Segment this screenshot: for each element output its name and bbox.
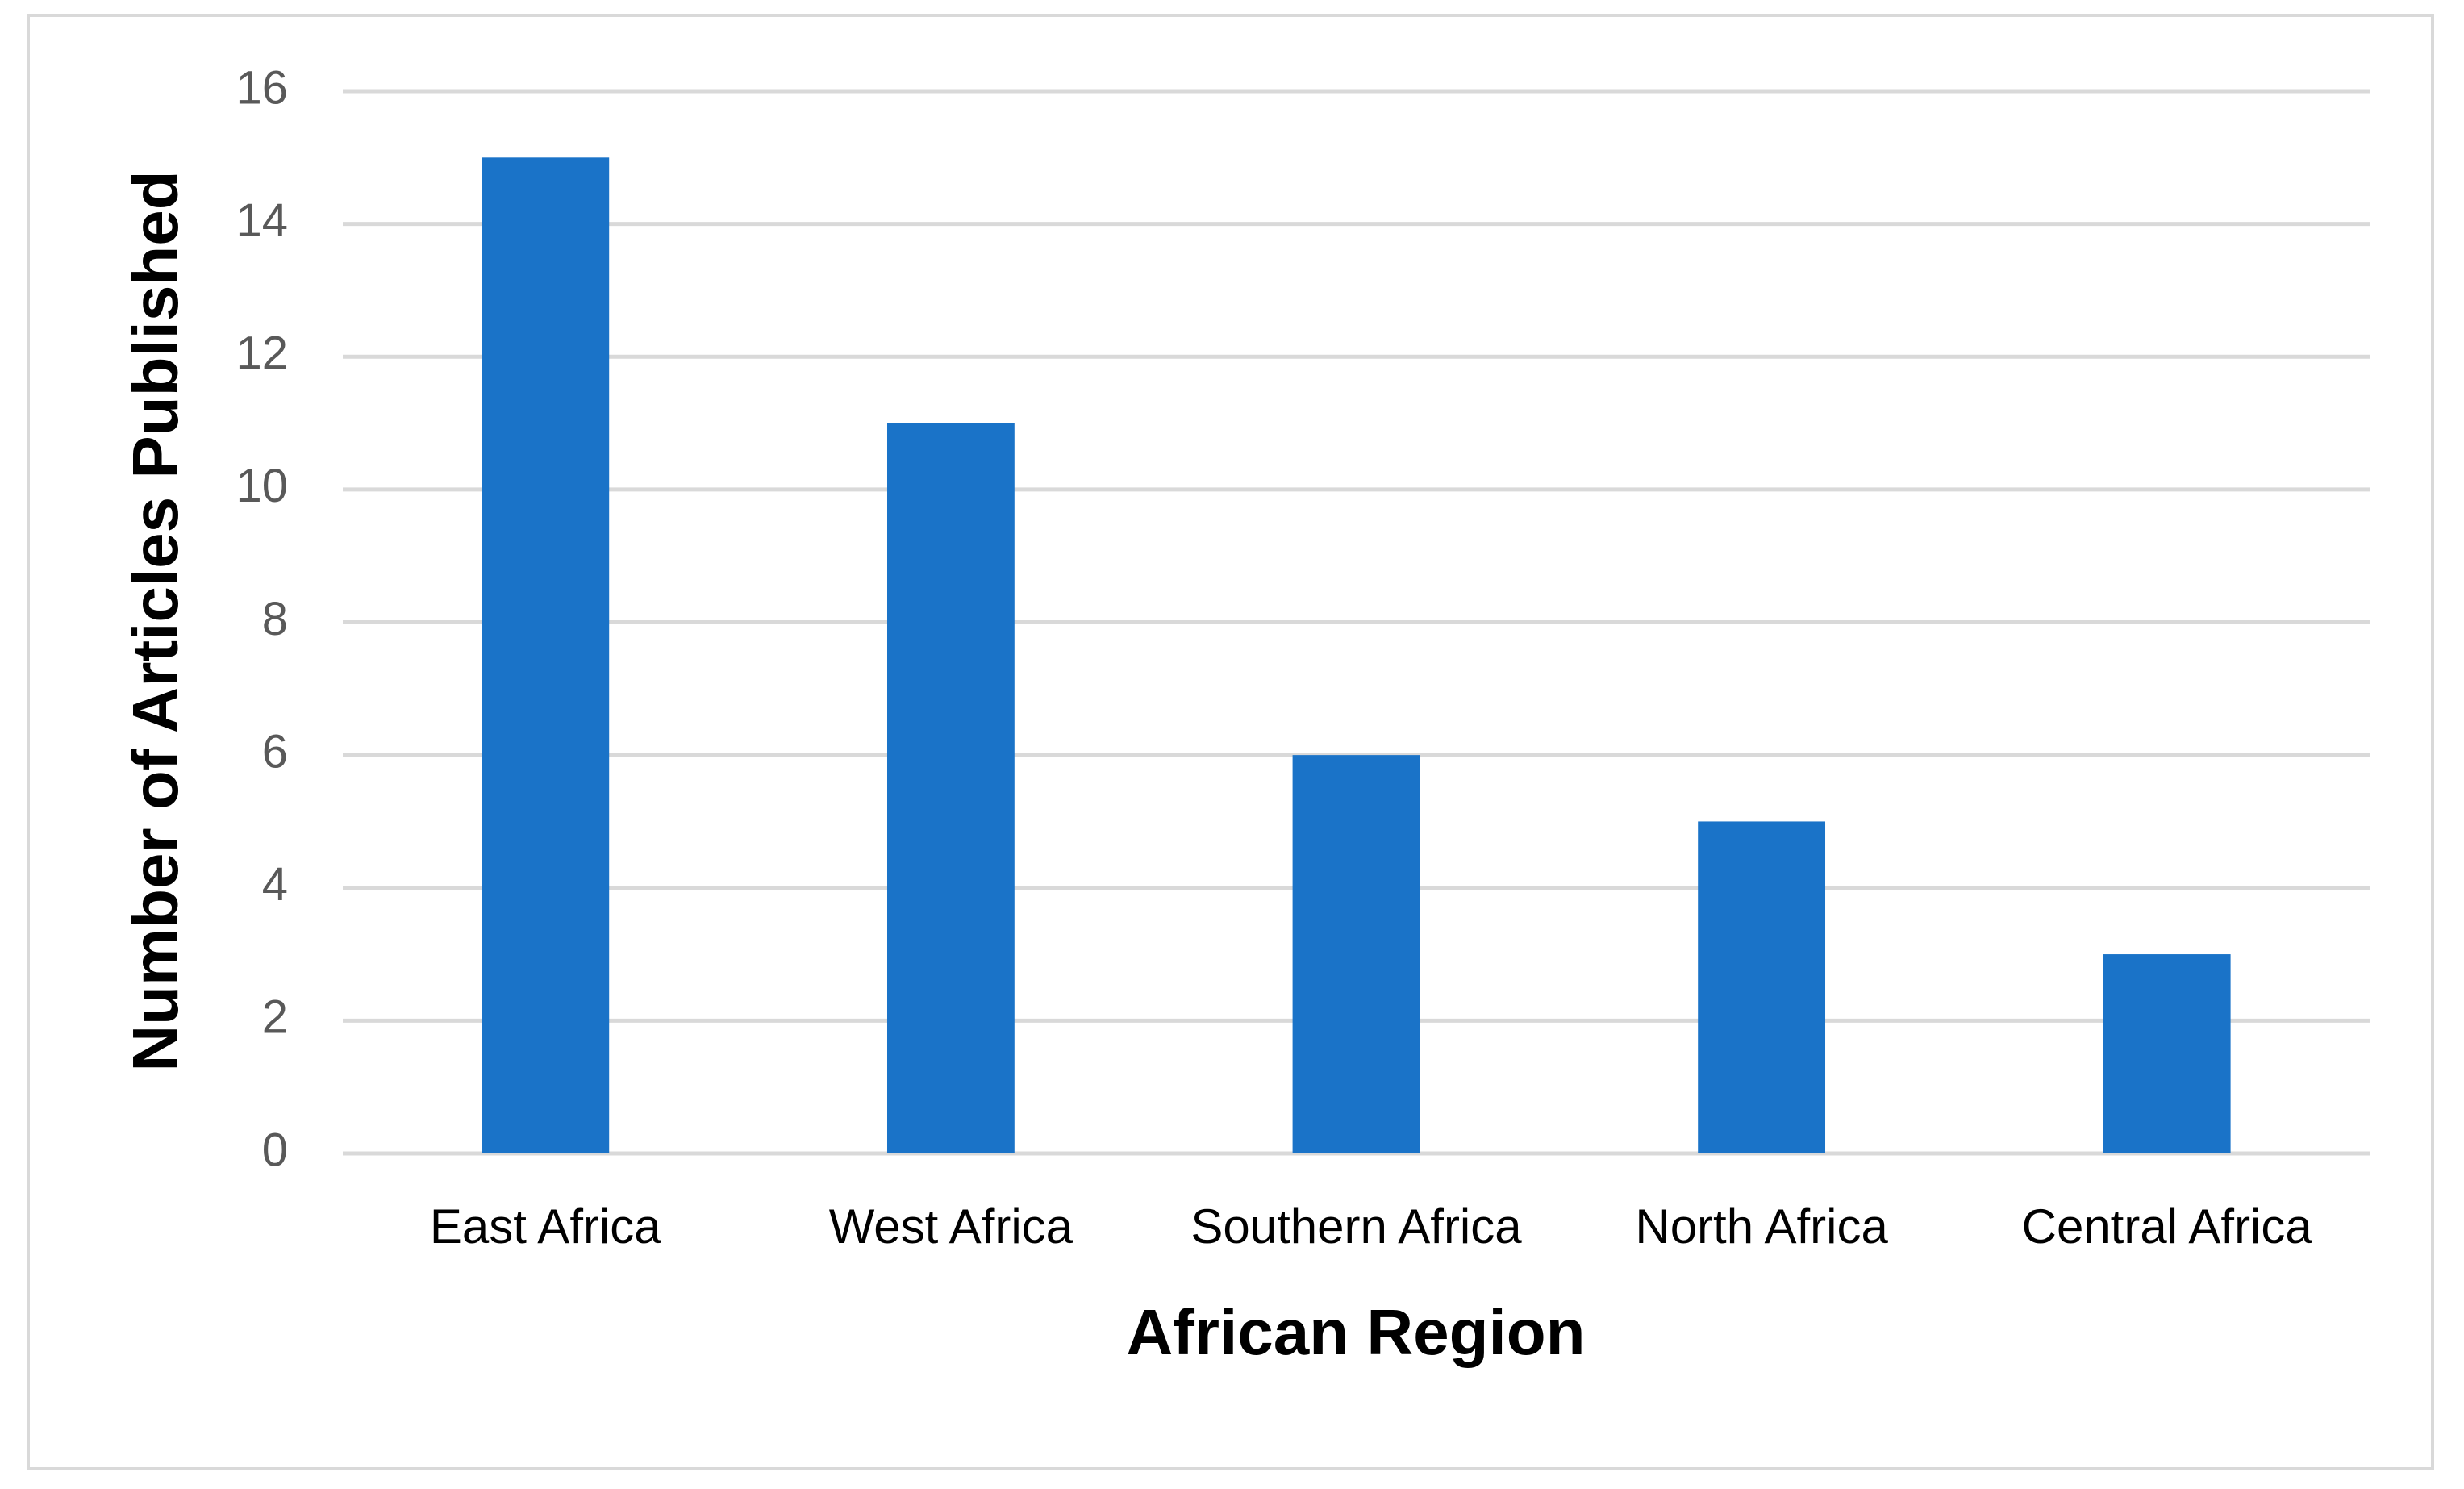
bar — [1292, 755, 1420, 1153]
chart-border — [27, 14, 2434, 1470]
bar — [2103, 954, 2231, 1153]
y-tick-label: 10 — [236, 460, 288, 512]
y-axis-title: Number of Articles Published — [119, 170, 191, 1071]
y-tick-label: 12 — [236, 327, 288, 380]
x-tick-label: East Africa — [430, 1199, 661, 1253]
y-tick-label: 0 — [262, 1124, 288, 1176]
y-tick-label: 8 — [262, 593, 288, 645]
y-tick-label: 4 — [262, 858, 288, 911]
bar — [1698, 821, 1826, 1153]
x-tick-label: North Africa — [1635, 1199, 1888, 1253]
y-tick-label: 16 — [236, 61, 288, 114]
x-tick-label: West Africa — [829, 1199, 1074, 1253]
y-tick-label: 6 — [262, 725, 288, 778]
x-tick-label: Southern Africa — [1190, 1199, 1522, 1253]
bar — [482, 157, 610, 1153]
x-tick-label: Central Africa — [2022, 1199, 2313, 1253]
x-axis-title: African Region — [1127, 1296, 1586, 1368]
y-tick-label: 14 — [236, 194, 288, 247]
y-tick-label: 2 — [262, 991, 288, 1044]
bar — [886, 423, 1015, 1153]
